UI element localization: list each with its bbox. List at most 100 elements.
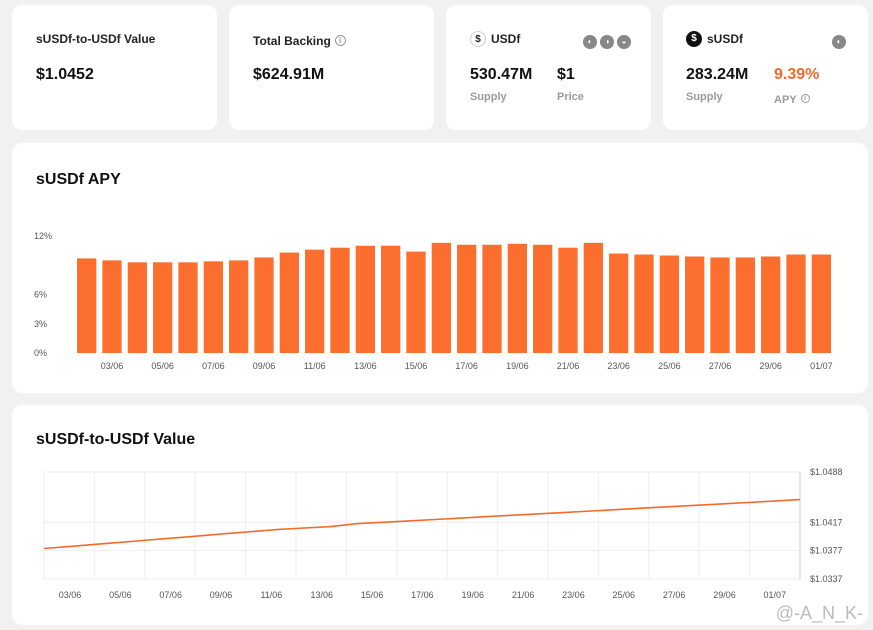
ratio-label: sUSDf-to-USDf Value: [36, 32, 156, 46]
x-tick-label: 13/06: [310, 590, 333, 600]
apy-bar: [77, 258, 97, 353]
x-tick-label: 05/06: [151, 361, 174, 371]
x-tick-label: 23/06: [562, 590, 585, 600]
susdf-apy-label: APY: [774, 94, 797, 106]
x-tick-label: 21/06: [512, 590, 535, 600]
integration-icon[interactable]: ◑: [600, 35, 614, 49]
x-tick-label: 07/06: [159, 590, 182, 600]
apy-bar: [355, 245, 375, 353]
integration-icon[interactable]: ◐: [832, 35, 846, 49]
susdf-header: $ sUSDf: [686, 30, 743, 48]
apy-bar: [178, 262, 198, 353]
x-tick-label: 01/07: [764, 590, 787, 600]
x-tick-label: 05/06: [109, 590, 132, 600]
susdf-apy-value: 9.39%: [774, 66, 820, 83]
x-tick-label: 19/06: [506, 361, 529, 371]
x-tick-label: 13/06: [354, 361, 377, 371]
x-tick-label: 29/06: [759, 361, 782, 371]
x-tick-label: 07/06: [202, 361, 225, 371]
ratio-value: $1.0452: [36, 66, 94, 83]
apy-bar: [381, 245, 401, 353]
apy-bar: [229, 260, 249, 353]
susdf-supply-label: Supply: [686, 91, 723, 103]
y-tick-label: $1.0377: [810, 546, 843, 556]
value-line: [43, 498, 801, 550]
apy-bar: [710, 257, 730, 353]
backing-value: $624.91M: [253, 66, 325, 83]
y-tick-label: 3%: [34, 319, 47, 329]
x-tick-label: 17/06: [455, 361, 478, 371]
apy-bar: [203, 261, 223, 353]
usdf-coin-icon: $: [470, 30, 486, 47]
x-tick-label: 11/06: [260, 590, 282, 600]
usdf-supply-label: Supply: [470, 91, 507, 103]
apy-bar: [127, 262, 147, 353]
susdf-apy-header: APY i: [774, 90, 810, 108]
x-tick-label: 15/06: [361, 590, 384, 600]
x-tick-label: 09/06: [253, 361, 276, 371]
integration-icon[interactable]: ◒: [617, 35, 631, 49]
apy-bar: [761, 256, 781, 353]
apy-bar-chart: 0% 3% 6% 12% 03/06 05/06 07/06 09/06 11/06 13/06 1…: [34, 231, 833, 371]
backing-header: Total Backing i: [253, 32, 346, 50]
x-tick-label: 15/06: [405, 361, 428, 371]
backing-label: Total Backing: [253, 34, 331, 48]
usdf-card: $ USDf ◐ ◑ ◒ 530.47M Supply $1 Price: [446, 5, 651, 130]
apy-bar: [431, 242, 451, 353]
y-tick-label: $1.0417: [810, 517, 843, 527]
value-chart-title: sUSDf-to-USDf Value: [36, 431, 196, 448]
x-tick-label: 27/06: [663, 590, 686, 600]
apy-bar: [634, 254, 654, 353]
usdf-supply-value: 530.47M: [470, 66, 533, 83]
apy-bar: [811, 254, 831, 353]
y-tick-label: 12%: [34, 231, 52, 241]
x-tick-label: 23/06: [607, 361, 630, 371]
susdf-coin-icon: $: [686, 30, 702, 47]
susdf-integrations: ◐: [829, 31, 846, 49]
info-icon[interactable]: i: [800, 94, 810, 104]
y-tick-label: 0%: [34, 348, 47, 358]
susdf-card: $ sUSDf ◐ 283.24M Supply 9.39% APY i: [663, 5, 868, 130]
susdf-supply-value: 283.24M: [686, 66, 749, 83]
x-tick-label: 21/06: [557, 361, 580, 371]
usdf-price-label: Price: [557, 91, 584, 103]
apy-bar: [279, 252, 299, 353]
apy-bar: [102, 260, 122, 353]
x-tick-label: 03/06: [101, 361, 124, 371]
apy-bar: [609, 253, 629, 353]
info-icon[interactable]: i: [334, 35, 346, 47]
x-tick-label: 29/06: [713, 590, 736, 600]
y-tick-label: 6%: [34, 290, 47, 300]
apy-chart-title: sUSDf APY: [36, 171, 121, 188]
apy-bar: [735, 257, 755, 353]
apy-bar: [153, 262, 173, 353]
usdf-price-value: $1: [557, 66, 575, 83]
apy-bar: [786, 254, 806, 353]
y-tick-label: $1.0488: [810, 467, 843, 477]
x-tick-label: 17/06: [411, 590, 434, 600]
apy-bar: [507, 243, 527, 353]
usdf-header: $ USDf: [470, 30, 520, 48]
integration-icon[interactable]: ◐: [583, 35, 597, 49]
x-tick-label: 19/06: [461, 590, 484, 600]
backing-card: Total Backing i $624.91M: [229, 5, 434, 130]
apy-bar: [254, 257, 274, 353]
susdf-label: sUSDf: [707, 32, 744, 46]
apy-bar: [482, 244, 502, 353]
value-chart-card: sUSDf-to-USDf Value $1.0337 $1.0377 $1.041…: [12, 405, 868, 625]
apy-bar: [305, 249, 325, 353]
apy-bar: [330, 247, 350, 353]
ratio-card: sUSDf-to-USDf Value $1.0452: [12, 5, 217, 130]
apy-bar: [685, 256, 705, 353]
x-tick-label: 03/06: [59, 590, 82, 600]
value-line-chart: $1.0337 $1.0377 $1.0417 $1.0488 03/06 05/06 07…: [43, 467, 843, 600]
watermark: @-A_N_K-: [775, 603, 863, 623]
apy-bar: [406, 251, 426, 353]
x-tick-label: 09/06: [210, 590, 233, 600]
x-tick-label: 11/06: [304, 361, 326, 371]
usdf-integrations: ◐ ◑ ◒: [580, 31, 631, 49]
apy-bar: [457, 244, 477, 353]
apy-bar: [659, 255, 679, 353]
x-tick-label: 25/06: [613, 590, 636, 600]
y-tick-label: $1.0337: [810, 574, 843, 584]
